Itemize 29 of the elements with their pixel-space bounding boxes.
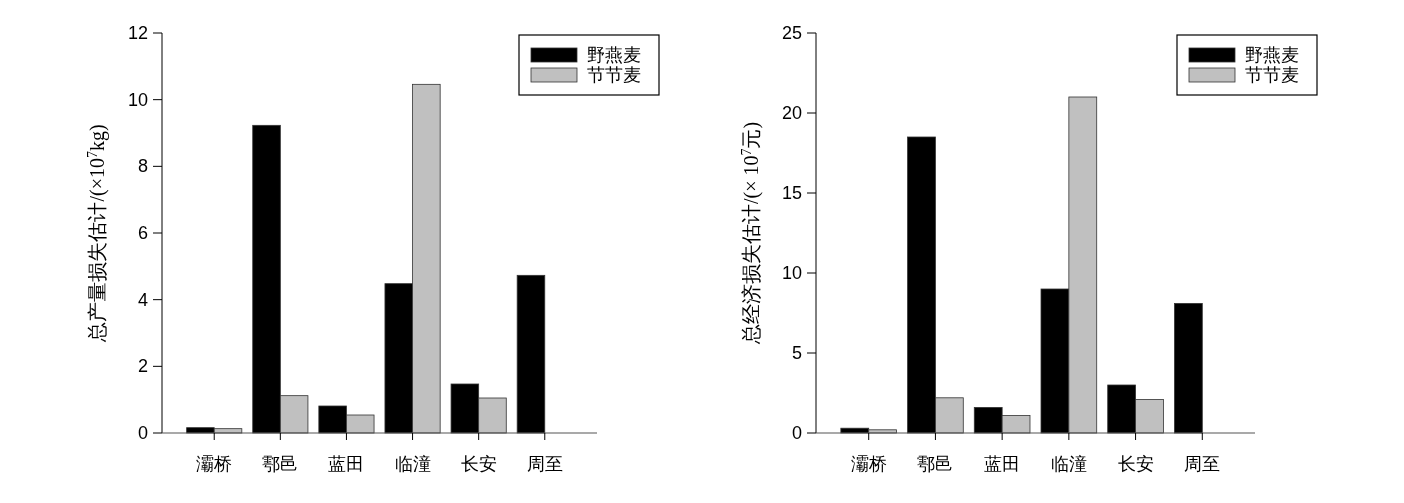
y-tick-label: 5 [791, 343, 802, 363]
y-tick-label: 10 [127, 89, 148, 110]
x-tick-label: 临潼 [394, 454, 431, 474]
legend-label: 节节麦 [587, 65, 641, 85]
legend-label: 节节麦 [1245, 65, 1299, 85]
x-tick-label: 鄠邑 [262, 454, 299, 474]
y-tick-label: 2 [137, 356, 148, 377]
x-tick-label: 鄠邑 [917, 454, 954, 474]
y-tick-label: 25 [781, 23, 802, 43]
y-tick-label: 8 [137, 156, 148, 177]
legend-label: 野燕麦 [587, 45, 641, 65]
y-tick-label: 15 [781, 183, 802, 203]
x-tick-label: 蓝田 [328, 454, 365, 474]
x-tick-label: 周至 [526, 454, 563, 474]
legend-label: 野燕麦 [1245, 45, 1299, 65]
x-tick-label: 周至 [1184, 454, 1221, 474]
y-tick-label: 0 [791, 423, 802, 443]
y-tick-label: 0 [137, 423, 148, 443]
y-tick-label: 10 [781, 263, 802, 283]
x-tick-label: 灞桥 [196, 454, 233, 474]
y-tick-label: 6 [137, 223, 148, 243]
y-tick-label: 20 [781, 103, 802, 123]
x-tick-label: 长安 [460, 454, 497, 474]
x-tick-label: 长安 [1117, 454, 1154, 474]
x-tick-label: 临潼 [1050, 454, 1087, 474]
y-tick-label: 12 [127, 23, 148, 43]
y-tick-label: 4 [137, 289, 148, 310]
x-tick-label: 蓝田 [984, 454, 1021, 474]
x-tick-label: 灞桥 [850, 454, 887, 474]
